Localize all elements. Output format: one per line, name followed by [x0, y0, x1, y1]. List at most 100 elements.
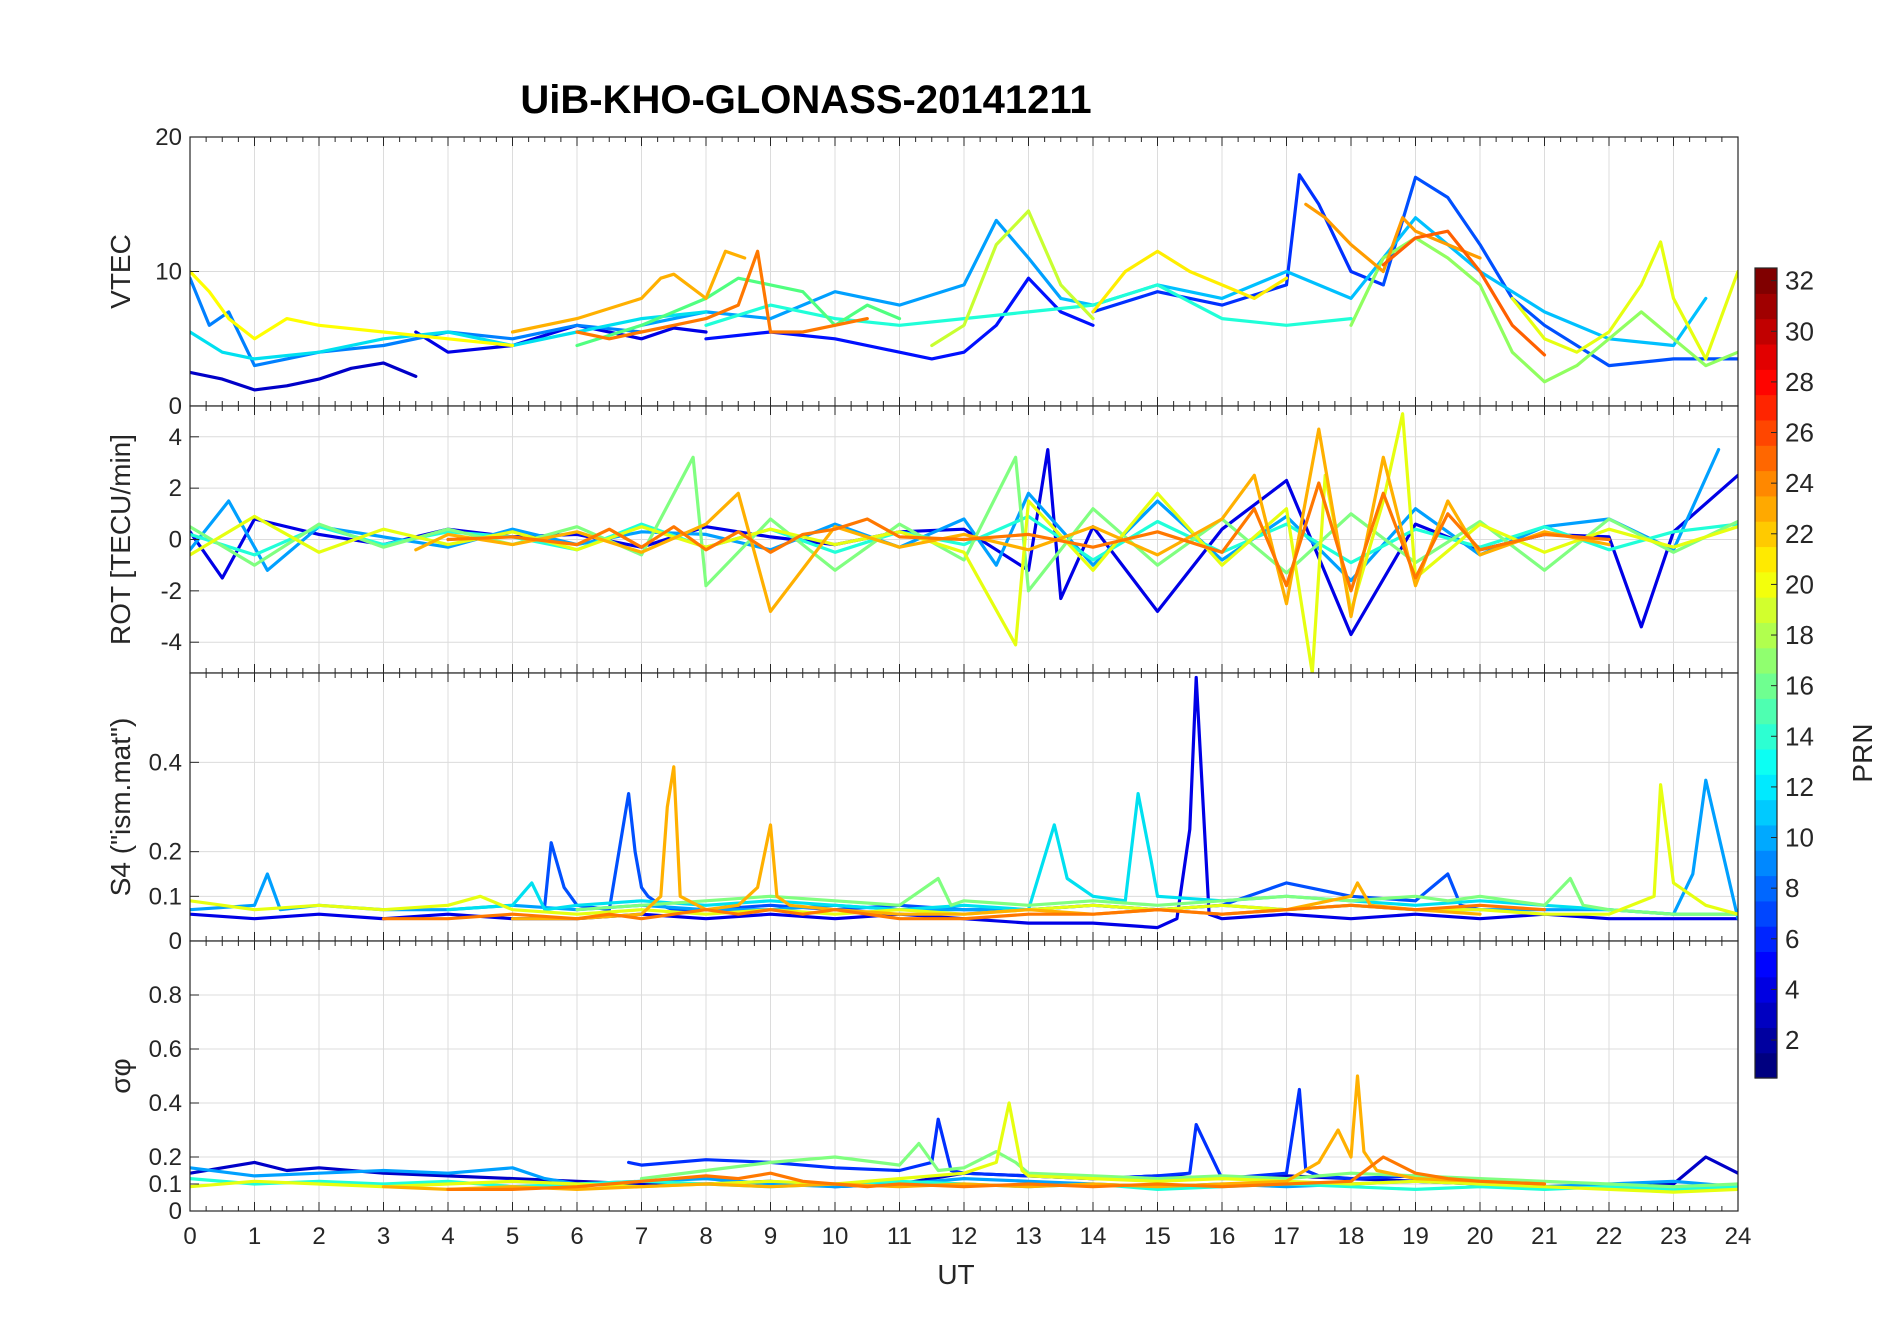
- x-tick-label: 4: [441, 1223, 454, 1250]
- series-prn-5: [1091, 173, 1385, 314]
- x-tick-label: 12: [951, 1223, 978, 1250]
- colorbar-tick-label: 8: [1785, 873, 1799, 903]
- series-prn-18: [930, 209, 1095, 348]
- x-tick-label: 7: [635, 1223, 648, 1250]
- y-tick-label: 0.1: [149, 883, 182, 910]
- series-prn-19: [190, 412, 1738, 673]
- colorbar-tick-label: 2: [1785, 1025, 1799, 1055]
- colorbar-segment: [1755, 824, 1777, 851]
- colorbar-segment: [1755, 900, 1777, 927]
- colorbar-segment: [1755, 495, 1777, 522]
- y-tick-label: 0: [169, 928, 182, 955]
- series-prn-19: [1510, 240, 1738, 361]
- series-prn-19: [190, 1101, 1738, 1194]
- y-axis-label: S4 ("ism.mat"): [105, 718, 136, 897]
- x-tick-label: 14: [1080, 1223, 1107, 1250]
- x-tick-label: 11: [887, 1223, 912, 1250]
- colorbar-tick-label: 26: [1785, 418, 1814, 448]
- colorbar-segment: [1755, 445, 1777, 472]
- colorbar-tick-label: 28: [1785, 367, 1814, 397]
- series-prn-25: [446, 481, 1611, 593]
- colorbar-frame: [1754, 267, 1778, 1079]
- series-prn-23: [414, 427, 1611, 619]
- x-tick-label: 21: [1531, 1223, 1558, 1250]
- y-tick-label: -4: [161, 629, 182, 656]
- colorbar-segment: [1755, 799, 1777, 826]
- series-prn-9: [639, 218, 1063, 327]
- colorbar-segment: [1755, 951, 1777, 978]
- series-prn-16: [190, 455, 1738, 593]
- colorbar-segment: [1755, 976, 1777, 1003]
- colorbar-tick-label: 30: [1785, 316, 1814, 346]
- x-axis-label: UT: [937, 1259, 974, 1290]
- series-prn-23: [510, 765, 1482, 921]
- colorbar-segment: [1755, 546, 1777, 573]
- y-tick-label: 4: [169, 424, 182, 451]
- colorbar-segment: [1755, 1002, 1777, 1028]
- colorbar-segment: [1755, 774, 1777, 801]
- series-group: [190, 412, 1738, 673]
- series-prn-24: [1304, 202, 1482, 274]
- colorbar-tick-label: 4: [1785, 974, 1799, 1004]
- series-prn-15: [575, 276, 902, 348]
- x-tick-label: 16: [1209, 1223, 1236, 1250]
- colorbar-segment: [1755, 1052, 1777, 1079]
- x-tick-label: 2: [312, 1223, 325, 1250]
- colorbar-segment: [1755, 521, 1777, 548]
- colorbar-tick-label: 16: [1785, 671, 1814, 701]
- colorbar-tick-label: 14: [1785, 721, 1814, 751]
- series-prn-12: [446, 792, 1738, 916]
- colorbar-tick-label: 10: [1785, 823, 1814, 853]
- colorbar-segment: [1755, 597, 1777, 623]
- x-tick-label: 1: [248, 1223, 261, 1250]
- x-tick-label: 23: [1660, 1223, 1687, 1250]
- series-prn-23: [510, 249, 747, 334]
- colorbar-segment: [1755, 293, 1777, 320]
- x-tick-label: 10: [822, 1223, 849, 1250]
- colorbar-segment: [1755, 343, 1777, 370]
- colorbar-segment: [1755, 875, 1777, 902]
- colorbar-segment: [1755, 369, 1777, 396]
- panel-1: 0 10 20 VTEC: [105, 124, 1739, 420]
- x-tick-label: 13: [1015, 1223, 1042, 1250]
- colorbar-tick-label: 12: [1785, 772, 1814, 802]
- x-tick-label: 17: [1273, 1223, 1300, 1250]
- y-tick-label: 0.4: [149, 1090, 182, 1117]
- series-group: [190, 173, 1738, 392]
- series-prn-4: [704, 276, 1095, 361]
- series-prn-13: [190, 514, 1738, 565]
- series-prn-25: [446, 1155, 1547, 1191]
- y-tick-label: 10: [155, 259, 182, 286]
- x-tick-label: 8: [699, 1223, 712, 1250]
- chart-title: UiB-KHO-GLONASS-20141211: [520, 78, 1091, 122]
- y-axis-label: VTEC: [105, 234, 136, 309]
- x-axis: 0 1 2 3 4 5 6 7 8 9 10 11 12 13 14 15 16 17 18 19 20 21 22 23 24: [183, 1223, 1751, 1250]
- colorbar-segment: [1755, 926, 1777, 953]
- y-tick-label: 20: [155, 124, 182, 151]
- series-prn-10: [1059, 216, 1708, 348]
- colorbar-segment: [1755, 394, 1777, 421]
- colorbar-segment: [1755, 571, 1777, 598]
- x-tick-label: 18: [1338, 1223, 1365, 1250]
- colorbar-segment: [1755, 419, 1777, 446]
- colorbar-tick-label: 20: [1785, 569, 1814, 599]
- y-tick-label: 0.8: [149, 982, 182, 1009]
- x-tick-label: 15: [1144, 1223, 1171, 1250]
- colorbar-tick-label: 6: [1785, 924, 1799, 954]
- series-prn-25: [381, 903, 1547, 921]
- x-tick-label: 6: [570, 1223, 583, 1250]
- y-tick-label: 0.1: [149, 1171, 182, 1198]
- series-prn-13: [704, 283, 1353, 327]
- series-prn-2: [190, 361, 418, 392]
- colorbar-segment: [1755, 268, 1777, 294]
- x-tick-label: 24: [1725, 1223, 1752, 1250]
- x-tick-label: 20: [1467, 1223, 1494, 1250]
- y-tick-label: 0.2: [149, 1144, 182, 1171]
- y-tick-label: 0: [169, 393, 182, 420]
- series-group: [190, 675, 1738, 930]
- panel-2: -4 -2 0 2 4 ROT [TECU/min]: [105, 405, 1739, 674]
- series-prn-16: [639, 1141, 1738, 1189]
- colorbar-segment: [1755, 318, 1777, 345]
- series-group: [190, 1074, 1738, 1194]
